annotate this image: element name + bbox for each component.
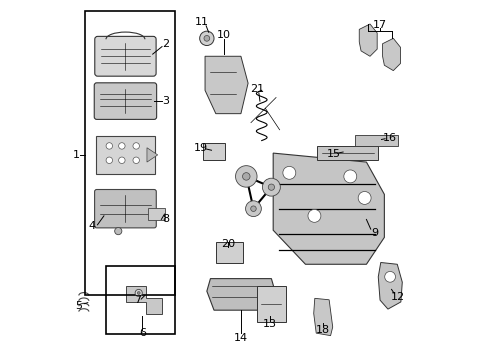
Circle shape xyxy=(115,228,122,235)
Circle shape xyxy=(262,178,280,196)
FancyBboxPatch shape xyxy=(317,146,377,160)
FancyBboxPatch shape xyxy=(203,143,224,160)
Polygon shape xyxy=(378,262,402,309)
Text: 2: 2 xyxy=(162,40,169,49)
Polygon shape xyxy=(126,286,162,315)
Text: 21: 21 xyxy=(249,84,264,94)
Circle shape xyxy=(268,184,274,190)
Text: 7: 7 xyxy=(134,295,141,305)
Circle shape xyxy=(133,157,139,163)
Circle shape xyxy=(357,192,370,204)
Polygon shape xyxy=(147,148,158,162)
Text: 9: 9 xyxy=(370,228,377,238)
Text: 10: 10 xyxy=(217,30,231,40)
Text: 13: 13 xyxy=(262,319,276,329)
Circle shape xyxy=(282,166,295,179)
Text: 20: 20 xyxy=(221,239,235,249)
Polygon shape xyxy=(273,153,384,264)
Circle shape xyxy=(250,206,256,211)
Circle shape xyxy=(343,170,356,183)
Text: 16: 16 xyxy=(382,133,396,143)
FancyBboxPatch shape xyxy=(94,189,156,228)
Circle shape xyxy=(242,173,249,180)
Circle shape xyxy=(199,31,214,45)
Text: 6: 6 xyxy=(139,328,145,338)
Text: 11: 11 xyxy=(195,17,209,27)
FancyBboxPatch shape xyxy=(94,83,156,120)
FancyBboxPatch shape xyxy=(354,135,397,145)
Text: 19: 19 xyxy=(193,143,207,153)
FancyBboxPatch shape xyxy=(257,286,285,321)
FancyBboxPatch shape xyxy=(216,242,242,263)
Circle shape xyxy=(245,201,261,217)
Polygon shape xyxy=(359,24,376,56)
Text: 17: 17 xyxy=(372,20,386,30)
Text: 1: 1 xyxy=(72,150,79,160)
Text: 3: 3 xyxy=(162,96,169,106)
Circle shape xyxy=(235,166,257,187)
Text: 15: 15 xyxy=(326,149,340,159)
Text: 14: 14 xyxy=(233,333,247,343)
Polygon shape xyxy=(206,279,274,310)
Circle shape xyxy=(119,157,125,163)
FancyBboxPatch shape xyxy=(96,136,155,174)
Circle shape xyxy=(135,289,142,297)
Circle shape xyxy=(203,36,209,41)
Circle shape xyxy=(106,157,112,163)
Text: 18: 18 xyxy=(315,325,329,335)
Polygon shape xyxy=(204,56,247,114)
Text: 12: 12 xyxy=(390,292,404,302)
Text: 5: 5 xyxy=(75,301,82,311)
FancyBboxPatch shape xyxy=(148,208,164,220)
Circle shape xyxy=(119,143,125,149)
Circle shape xyxy=(133,143,139,149)
Text: 4: 4 xyxy=(88,221,96,231)
FancyBboxPatch shape xyxy=(95,36,156,76)
Circle shape xyxy=(106,143,112,149)
Circle shape xyxy=(137,292,140,294)
Polygon shape xyxy=(382,39,400,71)
Polygon shape xyxy=(313,298,332,336)
Circle shape xyxy=(384,271,395,282)
Circle shape xyxy=(307,210,320,222)
Text: 8: 8 xyxy=(162,215,169,224)
